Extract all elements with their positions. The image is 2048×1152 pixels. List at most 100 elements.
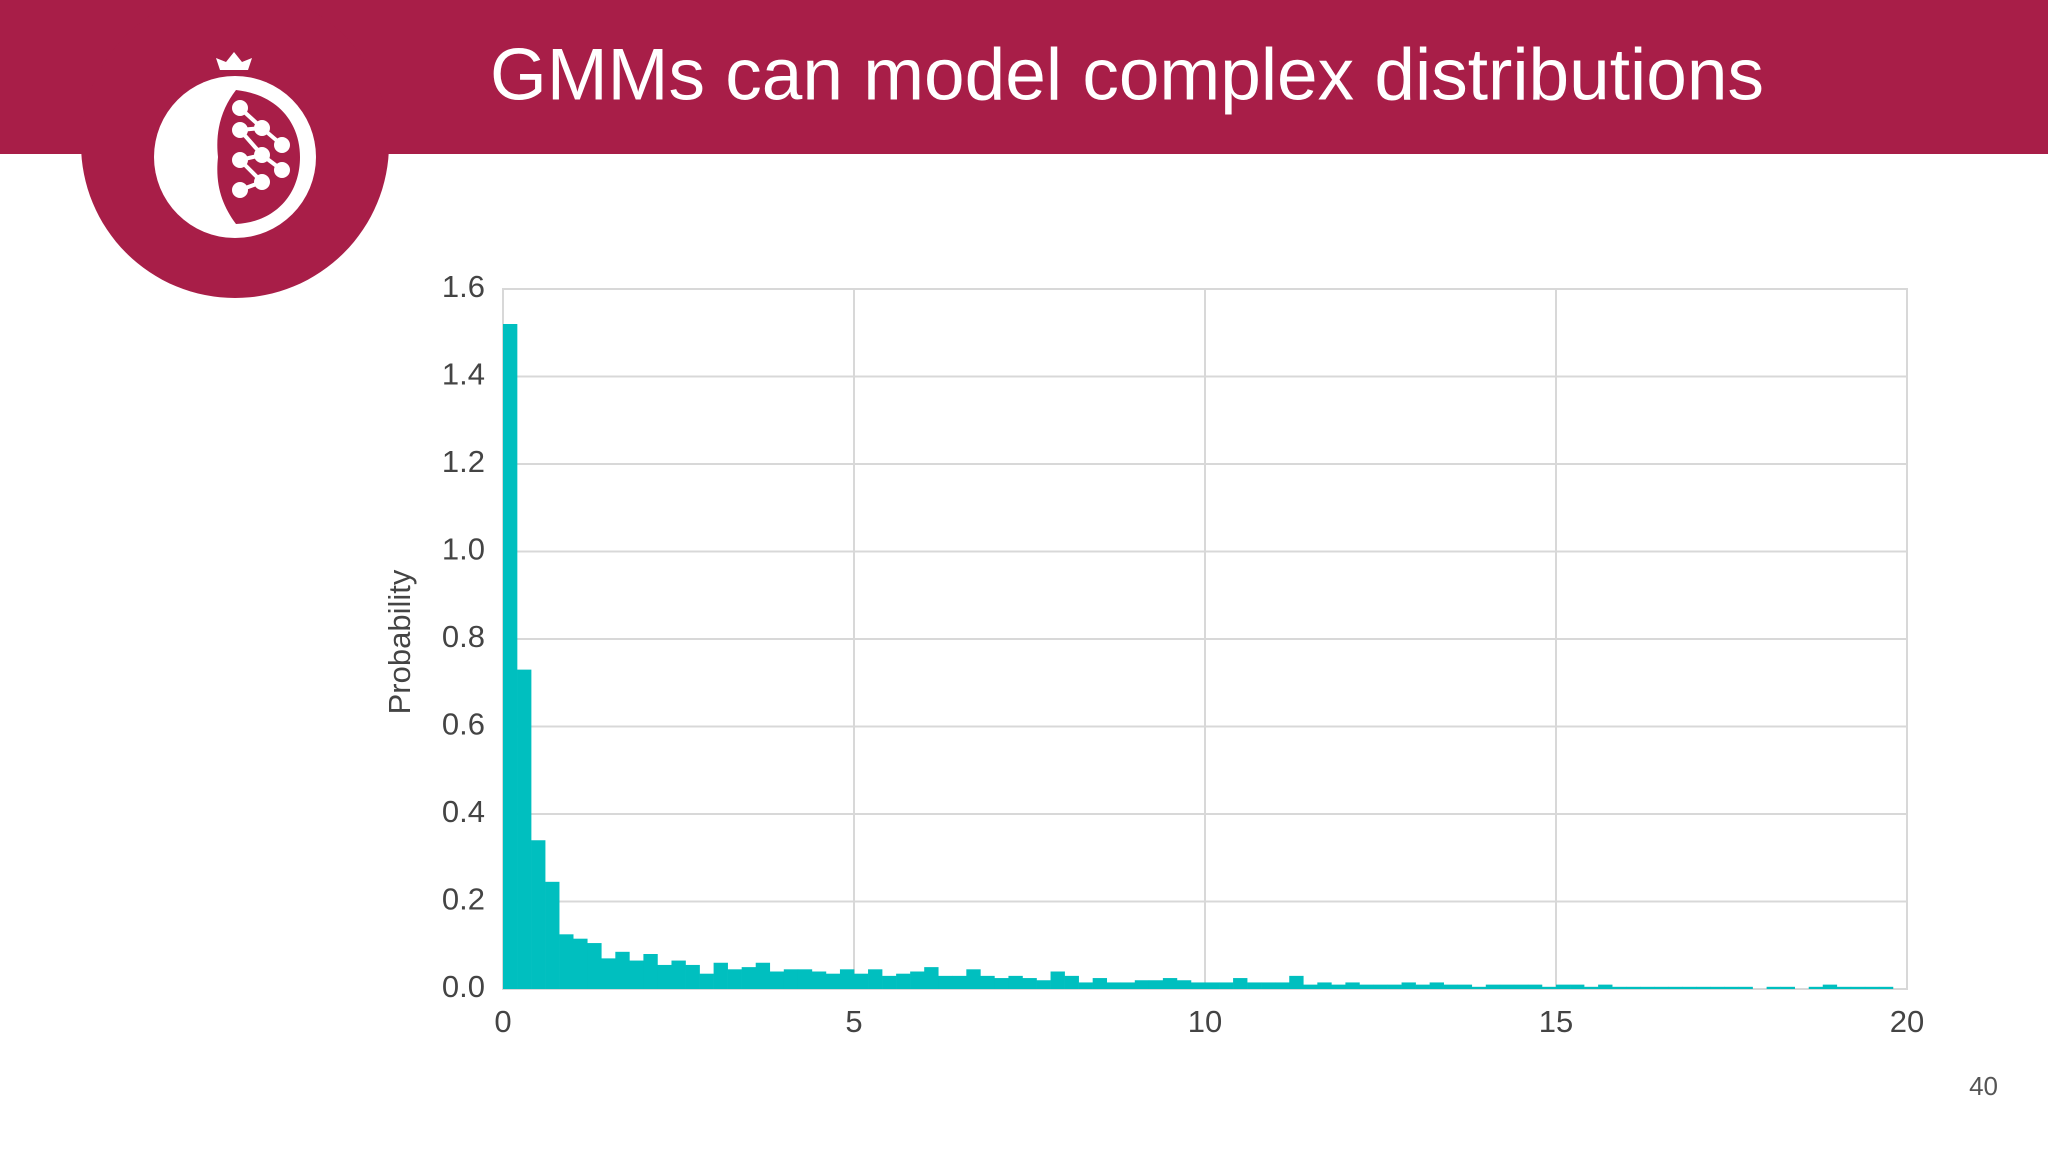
bar: [517, 669, 532, 989]
bar: [1176, 980, 1192, 989]
bar: [1373, 984, 1388, 989]
page-number: 40: [1969, 1071, 1998, 1101]
bar: [699, 973, 714, 989]
y-tick-label: 0.6: [442, 707, 485, 742]
bar: [671, 960, 686, 989]
bar: [1584, 986, 1599, 989]
bar: [1387, 984, 1402, 989]
bar: [825, 973, 841, 989]
bar: [896, 973, 911, 989]
bar: [1190, 982, 1206, 989]
bar: [685, 964, 700, 989]
bar: [1317, 982, 1332, 989]
bar: [1710, 986, 1725, 989]
bar: [1345, 982, 1360, 989]
bar: [1864, 986, 1880, 989]
bar: [573, 938, 588, 989]
bar: [797, 969, 813, 989]
bar: [994, 978, 1009, 989]
bar: [657, 964, 672, 989]
bar: [615, 951, 630, 989]
bar: [910, 971, 925, 989]
bar: [1359, 984, 1374, 989]
bar: [727, 969, 742, 989]
bar: [1205, 982, 1220, 989]
bar: [1429, 982, 1444, 989]
bar: [559, 934, 574, 989]
bar: [1878, 986, 1894, 989]
x-tick-label: 20: [1890, 1004, 1924, 1039]
bar: [924, 967, 939, 989]
bar: [1612, 986, 1627, 989]
bar: [952, 975, 967, 989]
x-tick-label: 10: [1188, 1004, 1222, 1039]
bar: [1120, 982, 1136, 989]
bar: [1022, 978, 1037, 989]
bar: [1247, 982, 1262, 989]
bar: [1471, 986, 1487, 989]
bar: [1654, 986, 1669, 989]
bar: [1513, 984, 1529, 989]
bar: [966, 969, 981, 989]
logo: [81, 0, 389, 298]
bar: [1738, 986, 1753, 989]
bar: [839, 969, 855, 989]
bar: [1682, 986, 1697, 989]
bar: [629, 960, 644, 989]
bar: [601, 958, 616, 989]
bar: [1766, 986, 1781, 989]
bar: [1850, 986, 1866, 989]
bar: [1092, 978, 1108, 989]
bar: [531, 840, 546, 989]
bar: [1261, 982, 1276, 989]
bar: [980, 975, 995, 989]
bar: [1134, 980, 1150, 989]
y-tick-label: 1.2: [442, 444, 485, 479]
y-tick-label: 1.0: [442, 532, 485, 567]
bar: [1640, 986, 1655, 989]
bar: [1401, 982, 1416, 989]
bar: [1822, 984, 1838, 989]
bar: [741, 967, 757, 989]
bar: [783, 969, 799, 989]
bar: [1331, 984, 1346, 989]
bar: [938, 975, 953, 989]
x-tick-label: 0: [494, 1004, 511, 1039]
bar: [1233, 978, 1248, 989]
y-tick-label: 0.8: [442, 619, 485, 654]
bar: [1836, 986, 1852, 989]
bar: [1162, 978, 1178, 989]
x-tick-label: 5: [845, 1004, 862, 1039]
bar: [643, 954, 658, 989]
bar: [1626, 986, 1641, 989]
bar: [1527, 984, 1543, 989]
bar: [1598, 984, 1613, 989]
bar: [769, 971, 785, 989]
bar: [1724, 986, 1739, 989]
bar: [1064, 975, 1079, 989]
bar: [1668, 986, 1683, 989]
bar: [854, 973, 869, 989]
bar: [587, 943, 602, 989]
bar: [1443, 984, 1459, 989]
bar: [545, 881, 560, 989]
bar: [1106, 982, 1122, 989]
bar: [1148, 980, 1164, 989]
bar: [1050, 971, 1065, 989]
bar: [1457, 984, 1473, 989]
y-tick-label: 0.4: [442, 794, 485, 829]
bar: [1541, 986, 1557, 989]
bar: [882, 975, 897, 989]
y-axis-label: Probability: [382, 569, 417, 714]
bar: [503, 324, 518, 989]
bar: [1570, 984, 1585, 989]
bar: [1808, 986, 1824, 989]
bar: [713, 962, 728, 989]
bar: [1485, 984, 1501, 989]
bar: [1696, 986, 1711, 989]
y-tick-label: 0.0: [442, 969, 485, 1004]
bar: [755, 962, 771, 989]
bar: [1275, 982, 1290, 989]
slide-title: GMMs can model complex distributions: [490, 34, 1764, 115]
